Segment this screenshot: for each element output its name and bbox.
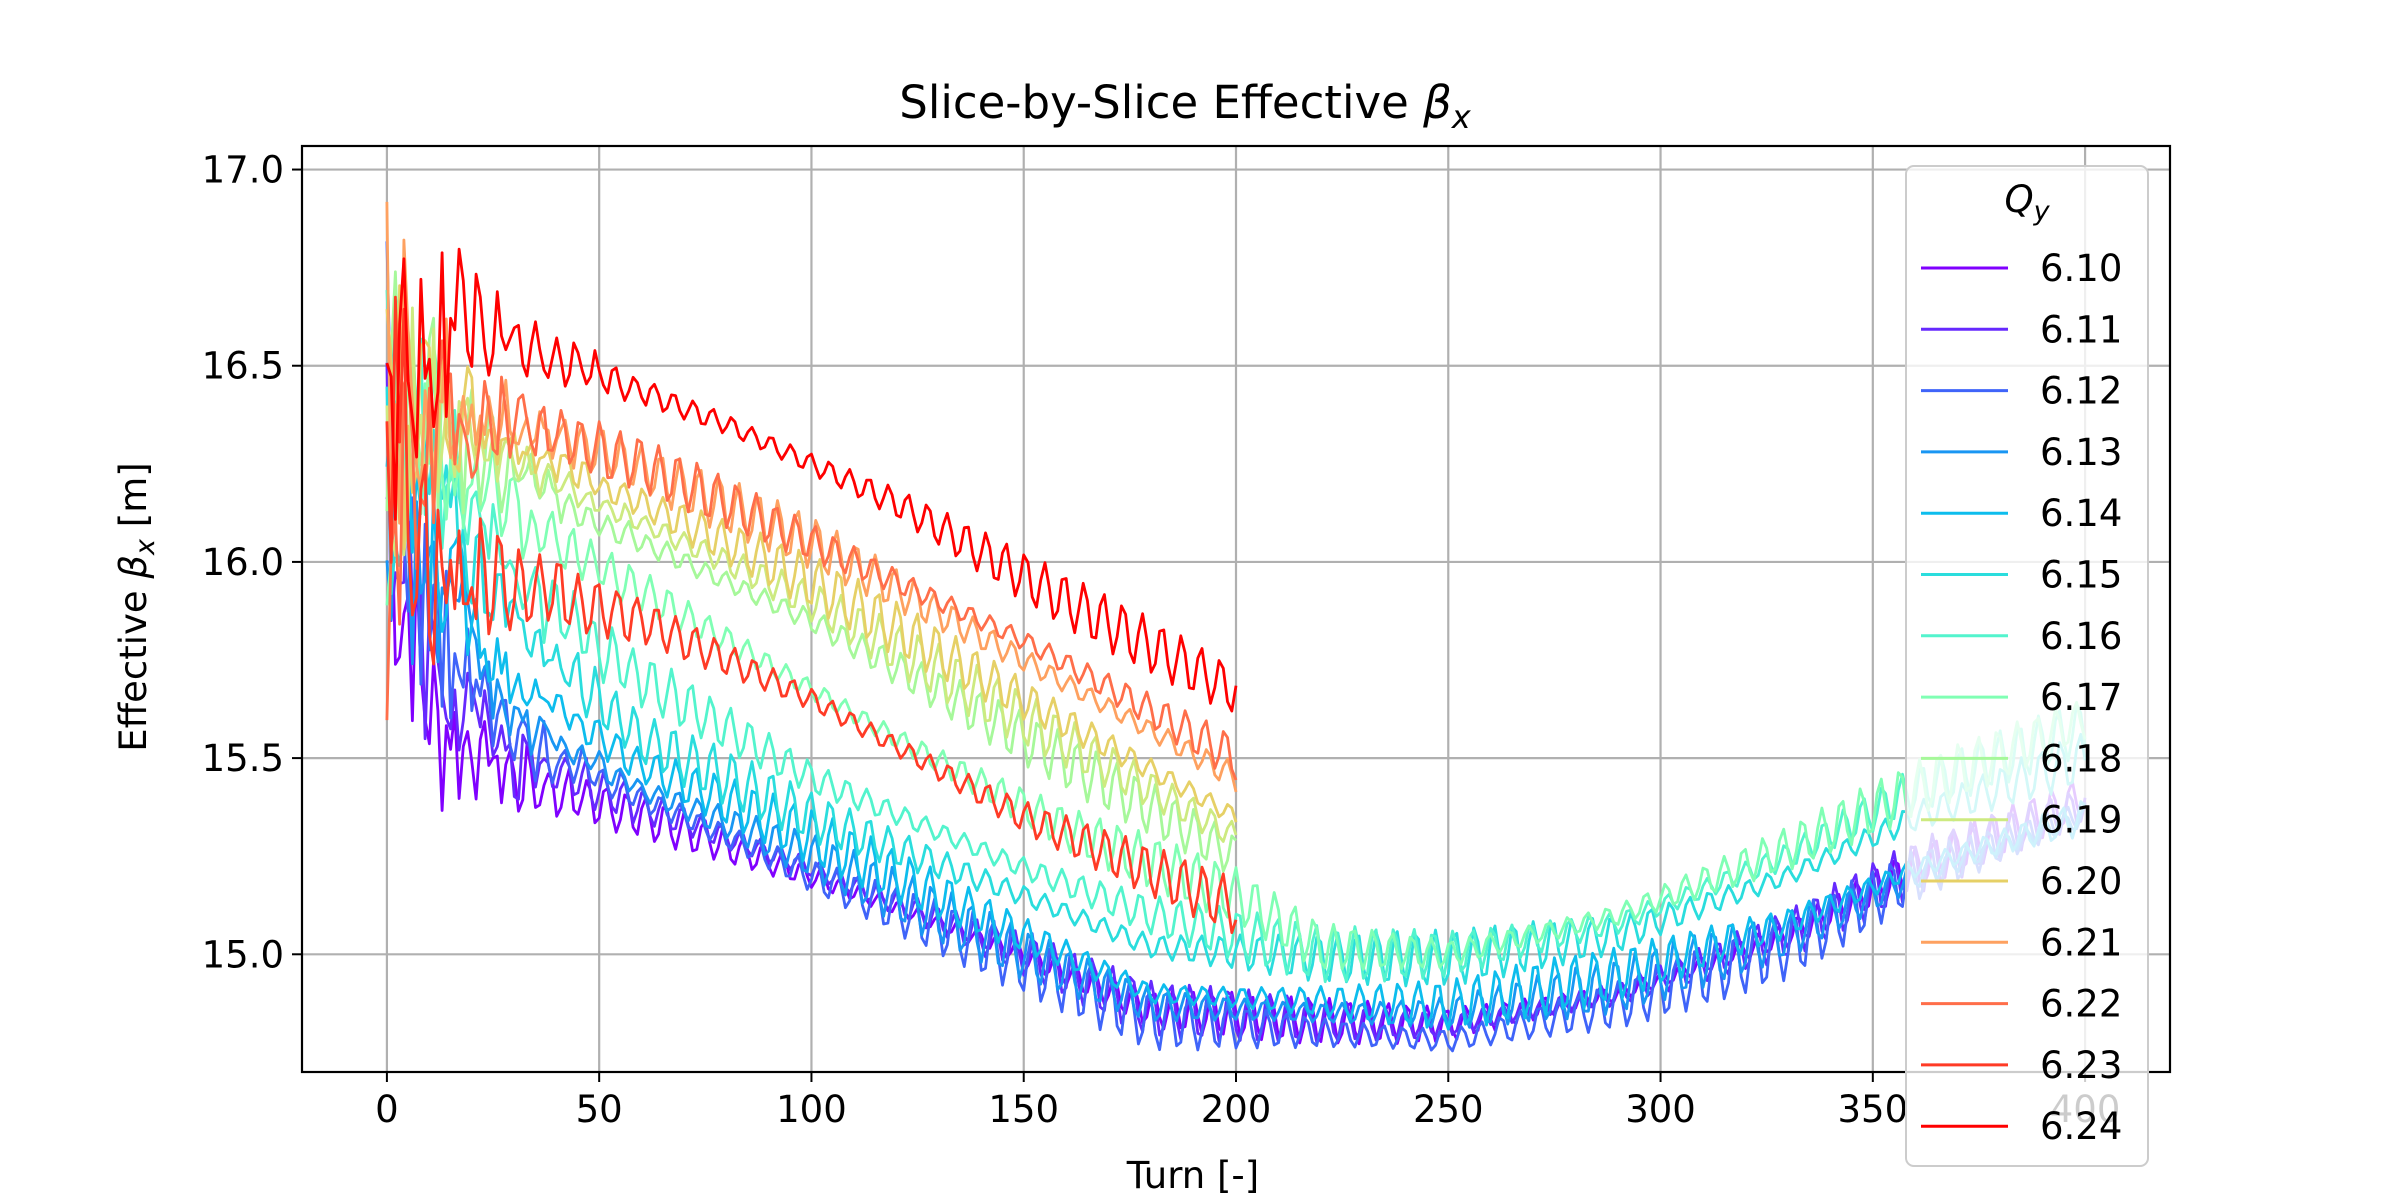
x-tick-label: 300 [1625,1088,1696,1131]
legend-label: 6.21 [2040,921,2122,964]
legend-label: 6.10 [2040,247,2122,290]
legend-label: 6.22 [2040,983,2122,1026]
legend-label: 6.18 [2040,737,2122,780]
x-tick-label: 50 [576,1088,623,1131]
y-tick-label: 17.0 [202,149,284,192]
legend-label: 6.14 [2040,492,2122,535]
legend-label: 6.23 [2040,1044,2122,1087]
x-tick-label: 0 [375,1088,399,1131]
chart-title: Slice-by-Slice Effective βx [899,76,1472,136]
legend-label: 6.17 [2040,676,2122,719]
series-line-6-20 [385,284,1238,823]
legend-label: 6.13 [2040,431,2122,474]
x-tick-label: 350 [1838,1088,1909,1131]
x-axis-label: Turn [-] [1126,1154,1259,1197]
legend-label: 6.11 [2040,308,2122,351]
legend: Qy 6.106.116.126.136.146.156.166.176.186… [1905,165,2149,1167]
legend-label: 6.15 [2040,554,2122,597]
legend-label: 6.20 [2040,860,2122,903]
series-line-6-22 [385,339,1238,781]
y-tick-label: 15.0 [202,933,284,976]
series-line-6-23 [385,295,1238,935]
series-line-6-14 [385,292,2087,1031]
legend-label: 6.16 [2040,615,2122,658]
x-tick-label: 200 [1201,1088,1272,1131]
series-line-6-16 [385,290,2087,984]
legend-box [1905,165,2149,1167]
x-tick-label: 250 [1413,1088,1484,1131]
x-axis: 050100150200250300350400 [375,1072,2120,1131]
legend-label: 6.24 [2040,1105,2122,1148]
legend-title: Qy [2004,178,2050,227]
legend-label: 6.19 [2040,799,2122,842]
x-tick-label: 150 [988,1088,1059,1131]
y-axis: 15.0 15.5 16.0 16.5 17.0 [202,149,302,976]
y-tick-label: 16.5 [202,345,284,388]
x-tick-label: 100 [776,1088,847,1131]
series-line-6-13 [385,400,2087,1030]
series-line-6-17 [385,344,2087,971]
series-line-6-24 [385,247,1238,713]
series-line-6-19 [385,306,1238,843]
series-line-6-12 [385,241,2087,1053]
series-line-6-15 [385,339,2087,988]
y-tick-label: 15.5 [202,737,284,780]
plot-area [385,201,2087,1053]
y-tick-label: 16.0 [202,541,284,584]
legend-items: 6.10 6.11 6.12 6.13 6.14 6.15 6.16 6.17 6.18 6.19… [1921,247,2122,1148]
legend-label: 6.12 [2040,370,2122,413]
y-axis-label: Effective βx [m] [112,462,161,751]
